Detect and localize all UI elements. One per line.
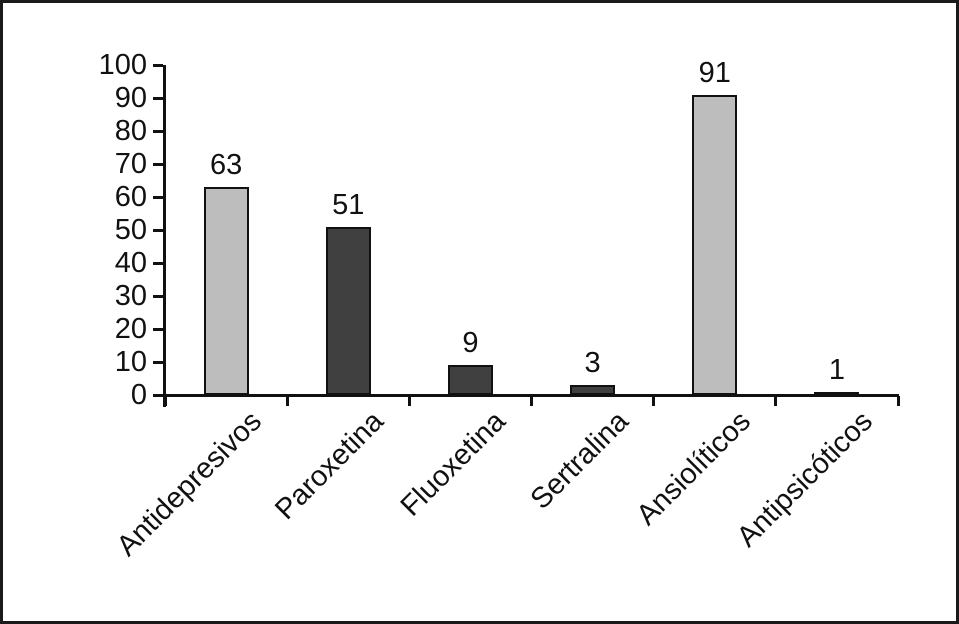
y-axis-tick-label: 80	[114, 115, 147, 147]
y-axis-tick	[153, 261, 163, 265]
y-axis-tick	[153, 393, 163, 397]
x-axis-line	[163, 394, 899, 397]
x-axis-tick	[530, 396, 533, 406]
y-axis-tick	[153, 63, 163, 67]
y-axis-tick	[153, 228, 163, 232]
y-axis-tick	[153, 327, 163, 331]
y-axis-tick	[153, 195, 163, 199]
bar-ansiolíticos	[692, 94, 738, 395]
y-axis-tick	[153, 129, 163, 133]
bar-value-label: 63	[209, 149, 243, 182]
x-axis-tick	[652, 396, 656, 406]
bar-antipsicóticos	[814, 391, 860, 396]
bar-value-label: 1	[828, 353, 845, 386]
x-axis-tick	[774, 396, 778, 406]
bar-sertralina	[570, 385, 616, 395]
bar-paroxetina	[325, 226, 371, 395]
y-axis-tick-label: 60	[114, 181, 147, 213]
bar-chart: 0 10 20 30 40 50 60 70 80 90 100 63 Antidepresivos 51…	[3, 3, 956, 621]
y-axis-tick	[153, 294, 163, 298]
y-axis-tick-label: 20	[114, 313, 147, 345]
y-axis-tick-label: 50	[114, 214, 147, 246]
y-axis-tick	[153, 360, 163, 364]
x-axis-tick	[163, 396, 167, 406]
bar-value-label: 51	[332, 188, 365, 221]
y-axis-tick-label: 70	[114, 148, 147, 180]
bar-value-label: 3	[584, 347, 601, 380]
x-axis-tick	[285, 396, 289, 406]
y-axis-tick-label: 40	[114, 247, 147, 279]
y-axis-line	[163, 65, 166, 407]
bar-value-label: 9	[462, 327, 479, 360]
y-axis-tick	[153, 162, 163, 166]
bar-value-label: 91	[698, 56, 731, 89]
y-axis-tick-label: 100	[98, 49, 147, 81]
y-axis-tick-label: 10	[114, 346, 147, 378]
y-axis-tick-label: 90	[114, 82, 147, 114]
x-axis-tick	[407, 396, 411, 406]
x-axis-category-label: Antidepresivos	[110, 405, 269, 563]
y-axis-tick	[153, 96, 163, 100]
y-axis-tick-label: 30	[114, 280, 147, 312]
bar-fluoxetina	[447, 365, 493, 395]
y-axis-tick-label: 0	[130, 379, 147, 411]
x-axis-tick	[896, 396, 900, 406]
bar-antidepresivos	[203, 187, 249, 395]
